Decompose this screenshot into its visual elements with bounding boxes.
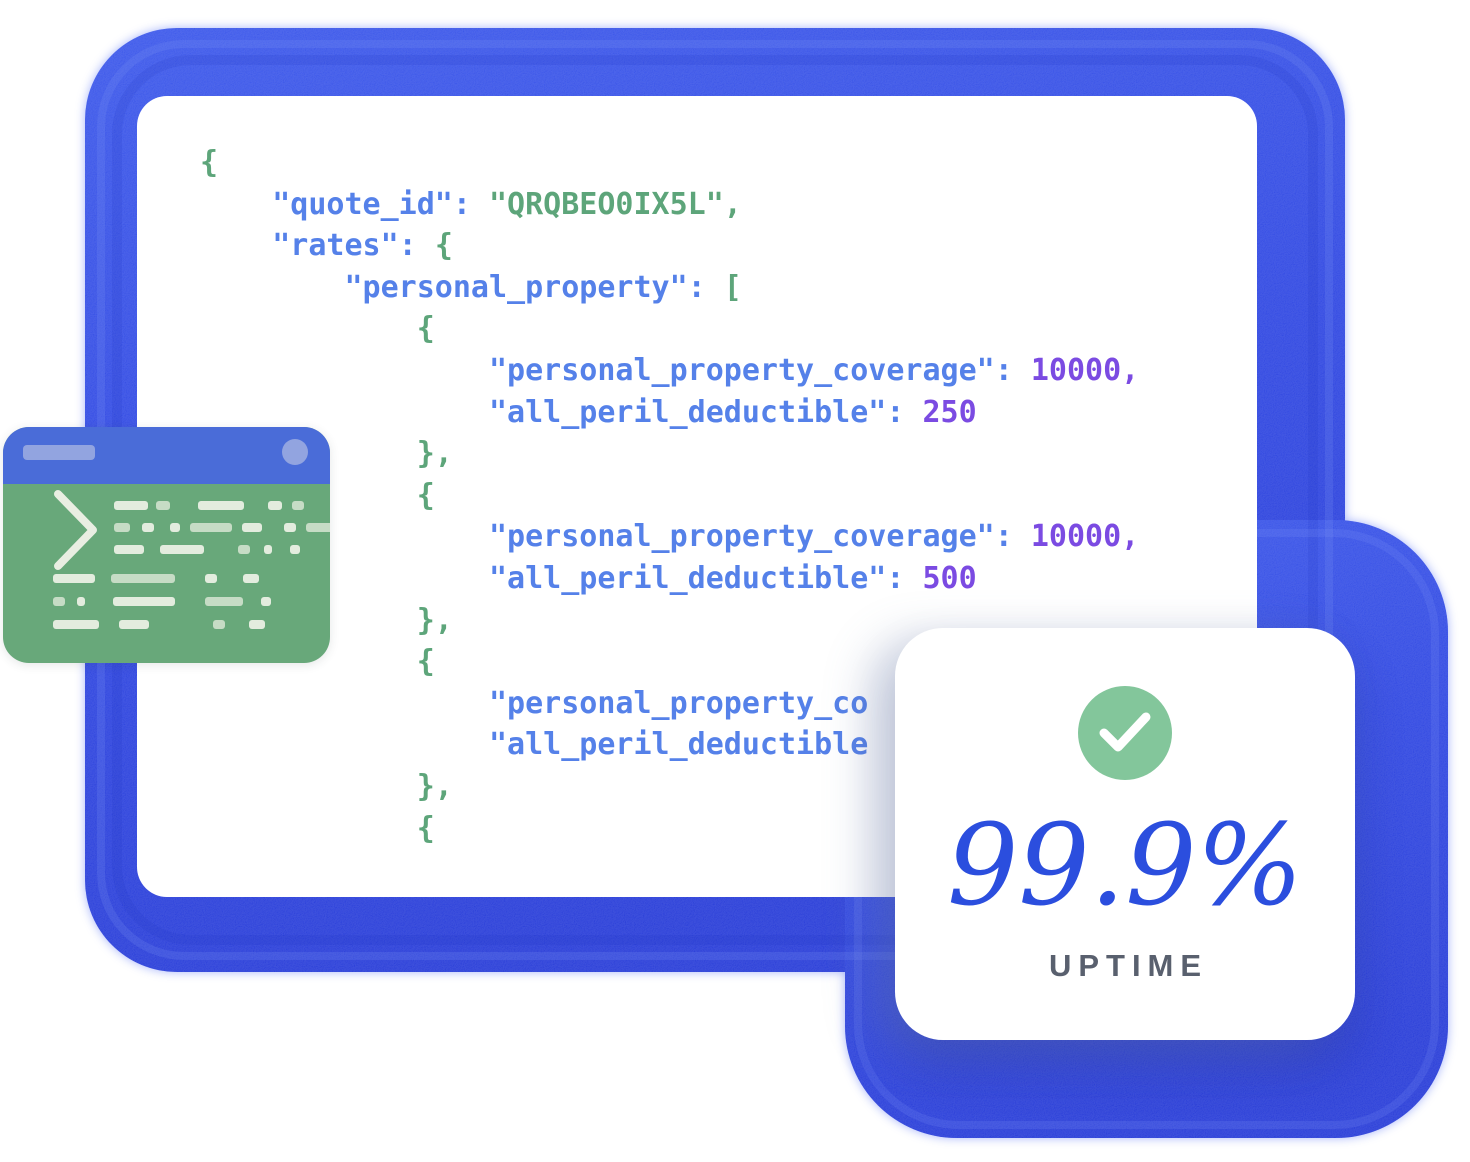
terminal-dash-row [114, 523, 330, 532]
code-line: "all_peril_deductible": 500 [200, 560, 977, 596]
code-line: "personal_property": [ [200, 269, 742, 305]
code-line: { [200, 311, 435, 347]
code-line: { [200, 145, 219, 180]
code-line: "all_peril_deductible [200, 727, 869, 763]
terminal-dash-row [53, 574, 259, 583]
uptime-card: 99.9% UPTIME [895, 628, 1355, 1040]
uptime-label: UPTIME [1048, 948, 1209, 983]
terminal-dash-row [114, 501, 304, 510]
code-line: }, [200, 768, 453, 804]
terminal-icon [3, 427, 330, 663]
code-line: { [416, 477, 435, 513]
code-line: "all_peril_deductible": 250 [200, 394, 977, 430]
code-line: "rates": { [200, 228, 453, 264]
code-line: }, [416, 602, 453, 638]
code-line: "quote_id": "QRQBEO0IX5L", [200, 186, 742, 222]
terminal-dash-row [53, 620, 265, 629]
code-line: { [200, 810, 435, 846]
titlebar-dot [282, 439, 308, 465]
check-circle-icon [1078, 686, 1172, 780]
terminal-dash-row [114, 545, 300, 554]
uptime-value: 99.9% [947, 801, 1303, 931]
terminal-dash-row [53, 597, 271, 606]
terminal-titlebar [3, 427, 330, 484]
code-line: }, [416, 436, 453, 472]
code-block: { "quote_id": "QRQBEO0IX5L", "rates": { … [200, 142, 1139, 849]
code-line: { [200, 644, 435, 680]
chevron-right-prompt-icon [54, 490, 97, 570]
code-line: "personal_property_co [200, 685, 869, 721]
titlebar-pill [23, 445, 95, 460]
code-line: "personal_property_coverage": 10000, [200, 352, 1140, 388]
code-line: "personal_property_coverage": 10000, [200, 519, 1140, 555]
